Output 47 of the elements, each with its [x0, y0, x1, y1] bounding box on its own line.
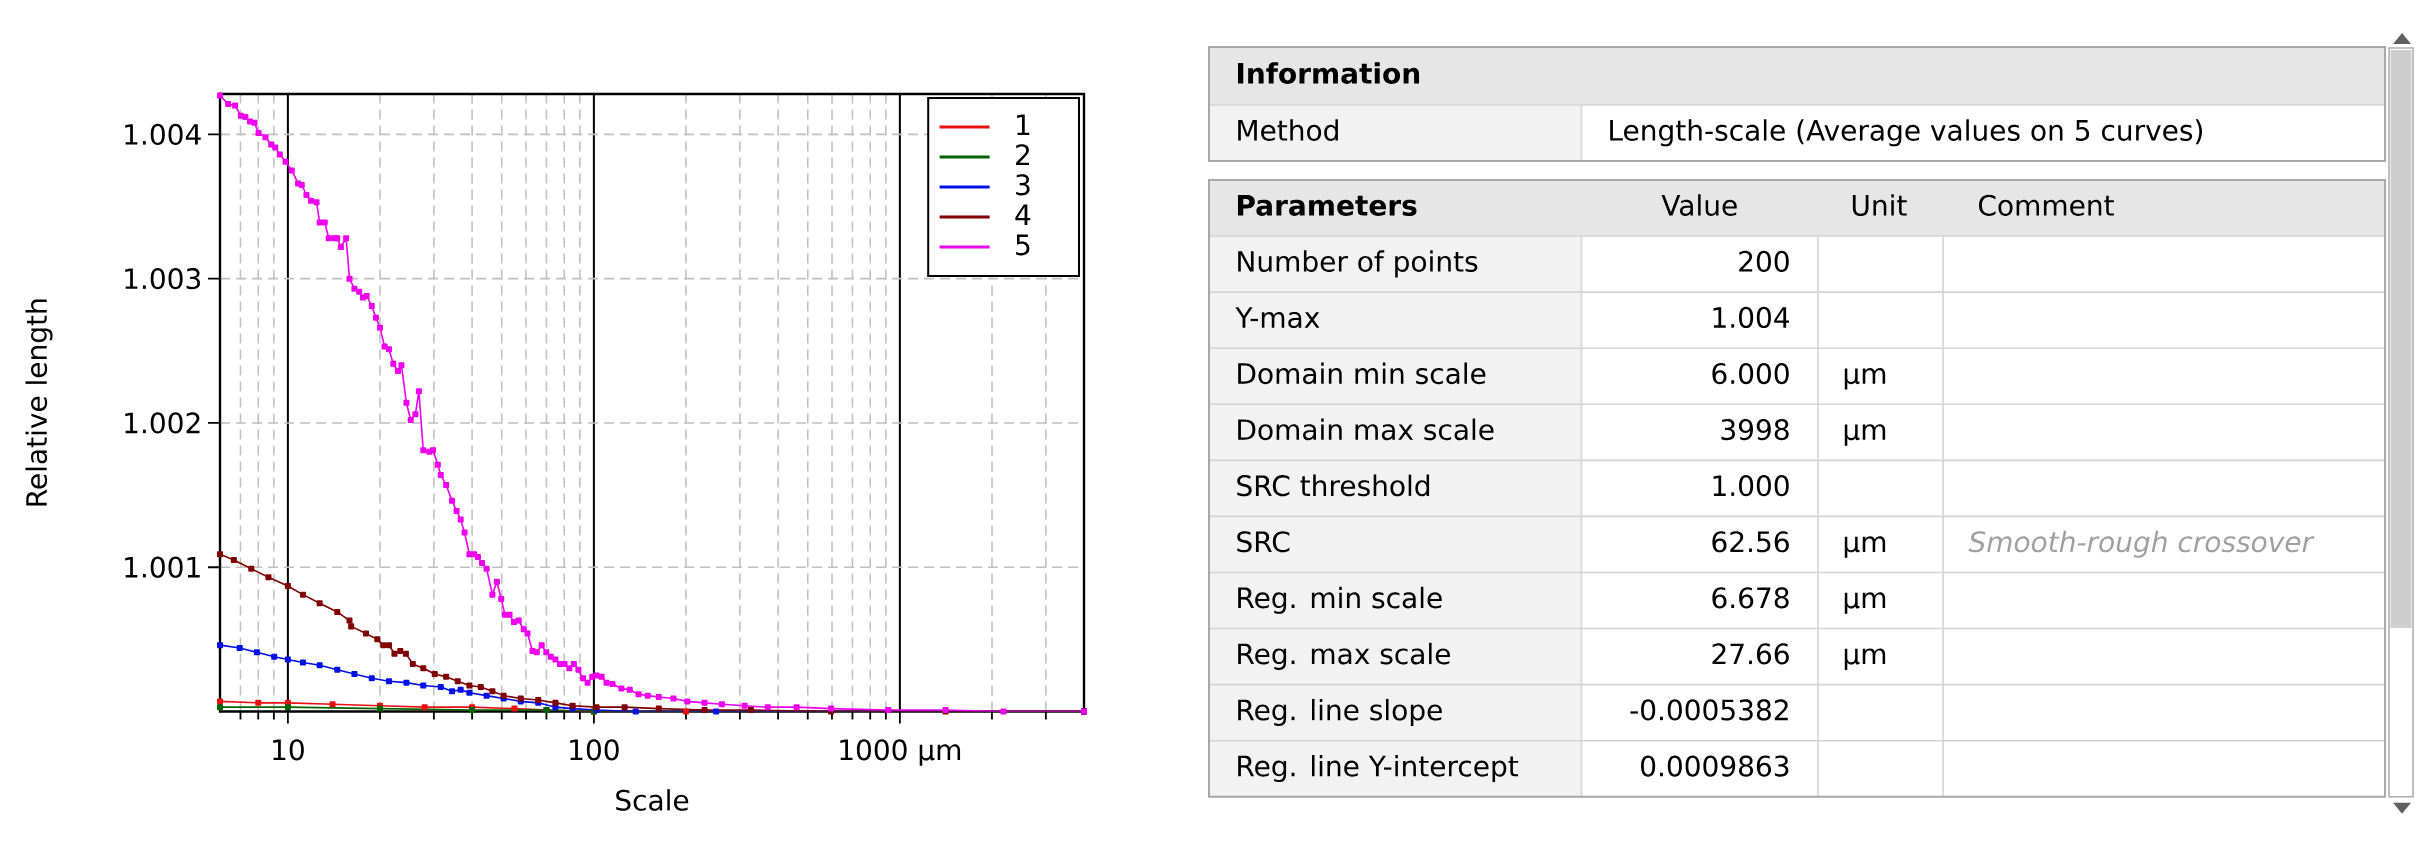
- legend-label: 3: [1016, 174, 1030, 196]
- x-tick-label: 10: [273, 739, 304, 761]
- text: Domain min scale: [1238, 362, 1486, 385]
- text: 1.004: [1713, 306, 1790, 329]
- text: Length-scale (Average values on 5 curves): [1610, 119, 2203, 147]
- x-tick-label: 100: [570, 739, 619, 761]
- y-tick-label: 1.002: [125, 412, 200, 434]
- text: 6.678: [1712, 587, 1789, 609]
- text: Comment: [1978, 194, 2114, 216]
- text: Number of points: [1238, 250, 1478, 278]
- text: 1.000: [1713, 475, 1789, 497]
- x-axis-title: Scale: [616, 789, 689, 811]
- y-tick-label: 1.001: [125, 556, 200, 578]
- legend-label: 1: [1017, 114, 1030, 135]
- y-tick-label: 1.003: [125, 268, 201, 290]
- y-tick-label: 1.004: [125, 123, 201, 145]
- text: -0.0005382: [1630, 699, 1788, 721]
- text: Unit: [1852, 194, 1907, 216]
- text: 62.56: [1712, 531, 1789, 553]
- legend-label: 4: [1015, 204, 1031, 225]
- text: Reg. line slope: [1238, 698, 1442, 726]
- text: SRC: [1237, 531, 1290, 553]
- text: Y-max: [1235, 307, 1320, 329]
- x-tick-label: 1000 µm: [840, 739, 961, 766]
- text: µm: [1844, 592, 1886, 614]
- text: Method: [1238, 119, 1338, 141]
- text: 3998: [1721, 419, 1789, 441]
- text: 6.000: [1712, 362, 1789, 385]
- text: 27.66: [1712, 643, 1789, 665]
- text: µm: [1844, 648, 1886, 670]
- text: µm: [1844, 424, 1886, 446]
- text: Parameters: [1237, 195, 1417, 216]
- text: Value: [1661, 194, 1737, 216]
- text: Information: [1237, 62, 1420, 84]
- text: 200: [1739, 250, 1789, 273]
- text: µm: [1844, 368, 1886, 390]
- legend-label: 2: [1016, 144, 1030, 165]
- text: SRC threshold: [1237, 474, 1430, 497]
- text: Smooth-rough crossover: [1968, 530, 2315, 558]
- y-axis-title: Relative length: [25, 299, 53, 506]
- legend-label: 5: [1016, 234, 1030, 256]
- text: µm: [1844, 536, 1886, 558]
- text: Domain max scale: [1238, 418, 1494, 441]
- text: 0.0009863: [1641, 755, 1789, 777]
- text: Reg. line Y-intercept: [1238, 754, 1519, 783]
- text: Reg. max scale: [1238, 642, 1450, 670]
- text: Reg. min scale: [1238, 586, 1442, 614]
